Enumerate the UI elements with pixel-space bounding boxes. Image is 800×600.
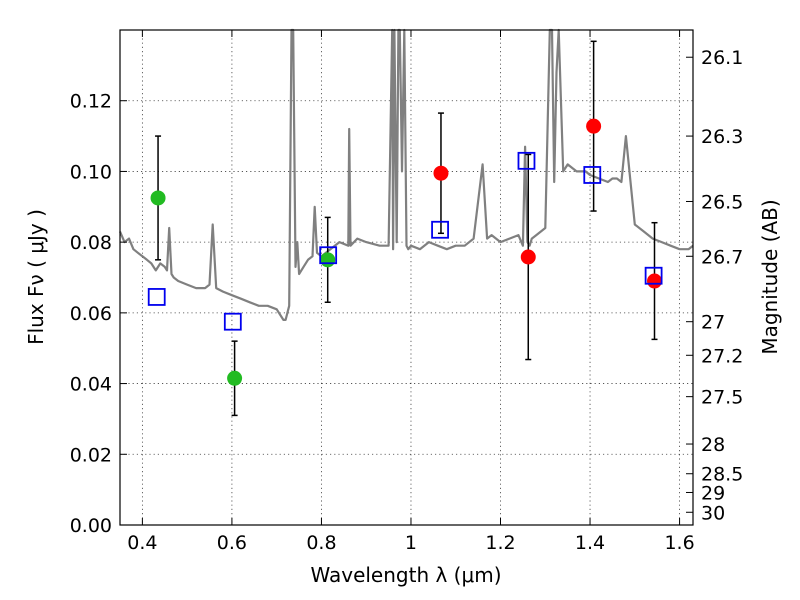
- x-tick-label: 1.6: [664, 532, 694, 554]
- data-point-marker: [320, 252, 336, 268]
- x-tick-label: 0.4: [127, 532, 157, 554]
- y-tick-label: 0.06: [70, 303, 112, 325]
- y-right-tick-label: 26.1: [701, 47, 743, 69]
- model-square-marker: [517, 151, 536, 170]
- y-right-tick-label: 30: [701, 502, 725, 524]
- x-tick-label: 1.2: [485, 532, 515, 554]
- data-point-marker: [227, 370, 243, 386]
- y-right-tick-label: 28.5: [701, 464, 743, 486]
- y-tick-label: 0.12: [70, 91, 112, 113]
- model-square-marker: [319, 246, 338, 265]
- y-axis-right-label: Magnitude (AB): [758, 199, 782, 354]
- model-square-marker: [223, 312, 242, 331]
- y-tick-label: 0.08: [70, 232, 112, 254]
- x-tick-label: 0.6: [217, 532, 247, 554]
- y-right-tick-label: 27.5: [701, 387, 743, 409]
- y-right-tick-label: 27.2: [701, 345, 743, 367]
- y-tick-label: 0.10: [70, 161, 112, 183]
- data-point-marker: [586, 118, 602, 134]
- x-tick-label: 0.8: [306, 532, 336, 554]
- y-axis-label: Flux Fν ( μJy ): [24, 209, 48, 345]
- points-layer: [147, 118, 663, 386]
- ticks-layer: 0.4 0.6 0.8 1 1.2 1.4 1.6 0.00 0.02 0.04 0.06 0.08 0…: [70, 30, 743, 554]
- model-square-marker: [147, 288, 166, 306]
- y-right-tick-label: 26.3: [701, 126, 743, 148]
- y-tick-label: 0.02: [70, 444, 112, 466]
- model-square-marker: [431, 220, 449, 239]
- y-right-tick-label: 26.5: [701, 191, 743, 213]
- y-right-tick-label: 27: [701, 312, 725, 334]
- spectrum-layer: [118, 28, 694, 321]
- y-tick-label: 0.04: [70, 374, 112, 396]
- data-point-marker: [433, 165, 449, 181]
- spectrum-line: [118, 28, 694, 321]
- y-right-tick-label: 28: [701, 434, 725, 456]
- plot-frame: [119, 29, 694, 526]
- y-right-tick-label: 29: [701, 482, 725, 504]
- model-square-marker: [583, 166, 602, 184]
- data-point-marker: [520, 249, 536, 265]
- y-right-tick-label: 26.7: [701, 246, 743, 268]
- model-square-marker: [644, 266, 663, 285]
- x-axis-label: Wavelength λ (μm): [310, 563, 501, 587]
- x-tick-label: 1.4: [575, 532, 605, 554]
- data-point-marker: [647, 273, 663, 289]
- data-point-marker: [150, 190, 166, 206]
- x-tick-label: 1: [405, 532, 417, 554]
- y-tick-label: 0.00: [70, 515, 112, 537]
